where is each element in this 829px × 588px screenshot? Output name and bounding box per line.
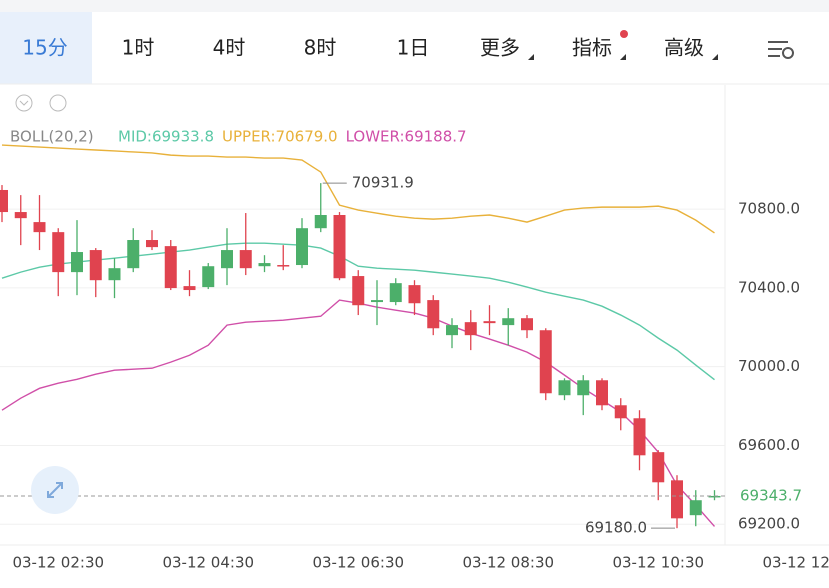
candle-body <box>164 246 177 289</box>
candle-body <box>671 480 683 519</box>
tab[interactable]: 1时 <box>122 36 155 60</box>
boll-line <box>1 144 715 234</box>
candle-body <box>427 300 440 329</box>
x-tick-label: 03-12 08:30 <box>462 554 554 572</box>
candle-body <box>108 268 121 281</box>
collapse-chevron <box>19 100 29 106</box>
legend-entry: LOWER:69188.7 <box>346 128 467 146</box>
candle-body <box>614 405 627 419</box>
tab[interactable]: 更多 <box>480 36 520 60</box>
indicator-settings-icon[interactable] <box>49 94 67 112</box>
y-tick-label: 70400.0 <box>738 278 800 296</box>
candle-body <box>127 240 140 269</box>
candle-body <box>146 240 158 248</box>
candle-body <box>446 325 458 336</box>
candle-body <box>389 283 402 303</box>
candle-body <box>464 322 477 336</box>
candle-body <box>352 276 365 306</box>
tab[interactable]: 高级 <box>664 36 704 60</box>
candle-body <box>296 228 308 266</box>
dropdown-arrow <box>620 54 626 60</box>
candle-body <box>183 286 196 291</box>
candle-body <box>277 265 290 267</box>
candle-body <box>314 215 327 229</box>
candle-body <box>52 232 65 273</box>
candle-body <box>539 330 552 394</box>
candle-body <box>708 495 721 498</box>
y-tick-label: 69600.0 <box>738 436 800 454</box>
settings-icon[interactable] <box>768 41 794 59</box>
boll-line <box>1 242 715 381</box>
candle-body <box>521 318 533 331</box>
indicator-name: BOLL(20,2) <box>10 128 94 146</box>
dropdown-arrow <box>528 54 534 60</box>
y-tick-label: 70800.0 <box>738 200 800 218</box>
tab[interactable]: 指标 <box>572 36 612 60</box>
candle-body <box>371 300 383 303</box>
candle-body <box>558 380 571 396</box>
candle-body <box>596 380 608 406</box>
tab[interactable]: 1日 <box>397 36 430 60</box>
candle-body <box>483 321 496 324</box>
x-tick-label: 03-12 04:30 <box>162 554 254 572</box>
legend-entry: MID:69933.8 <box>118 128 214 146</box>
candle-body <box>689 500 702 516</box>
candle-body <box>89 250 102 281</box>
notification-dot <box>620 30 628 38</box>
status-strip <box>0 0 829 12</box>
last-price-label: 69343.7 <box>740 486 802 504</box>
candle-body <box>258 263 271 267</box>
candle-body <box>502 318 515 326</box>
candle-body <box>633 418 646 456</box>
dropdown-arrow <box>712 54 718 60</box>
tab[interactable]: 4时 <box>213 36 246 60</box>
candle-body <box>33 222 46 233</box>
selected-tab-bg <box>0 12 92 84</box>
candle-body <box>71 252 83 273</box>
tab[interactable]: 8时 <box>304 36 337 60</box>
last-price-bg <box>732 484 829 507</box>
y-tick-label: 70000.0 <box>738 357 800 375</box>
candle-body <box>221 250 233 269</box>
candle-body <box>408 285 421 304</box>
high-label: 70931.9 <box>352 174 414 192</box>
low-label: 69180.0 <box>585 519 647 537</box>
candle-body <box>202 266 215 288</box>
x-tick-label: 03-12 12:30 <box>762 554 829 572</box>
candle-body <box>239 250 252 269</box>
y-tick-label: 69200.0 <box>738 515 800 533</box>
boll-line <box>1 299 716 527</box>
candle-body <box>333 215 346 279</box>
candle-body <box>577 380 590 396</box>
x-tick-label: 03-12 02:30 <box>12 554 104 572</box>
legend-entry: UPPER:70679.0 <box>222 128 338 146</box>
candle-body <box>14 212 27 219</box>
fullscreen-icon <box>47 482 63 498</box>
x-tick-label: 03-12 10:30 <box>612 554 704 572</box>
collapse-icon[interactable] <box>15 94 33 112</box>
x-tick-label: 03-12 06:30 <box>312 554 404 572</box>
tab[interactable]: 15分 <box>22 36 67 60</box>
candle-body <box>0 189 8 213</box>
candle-body <box>652 452 665 483</box>
